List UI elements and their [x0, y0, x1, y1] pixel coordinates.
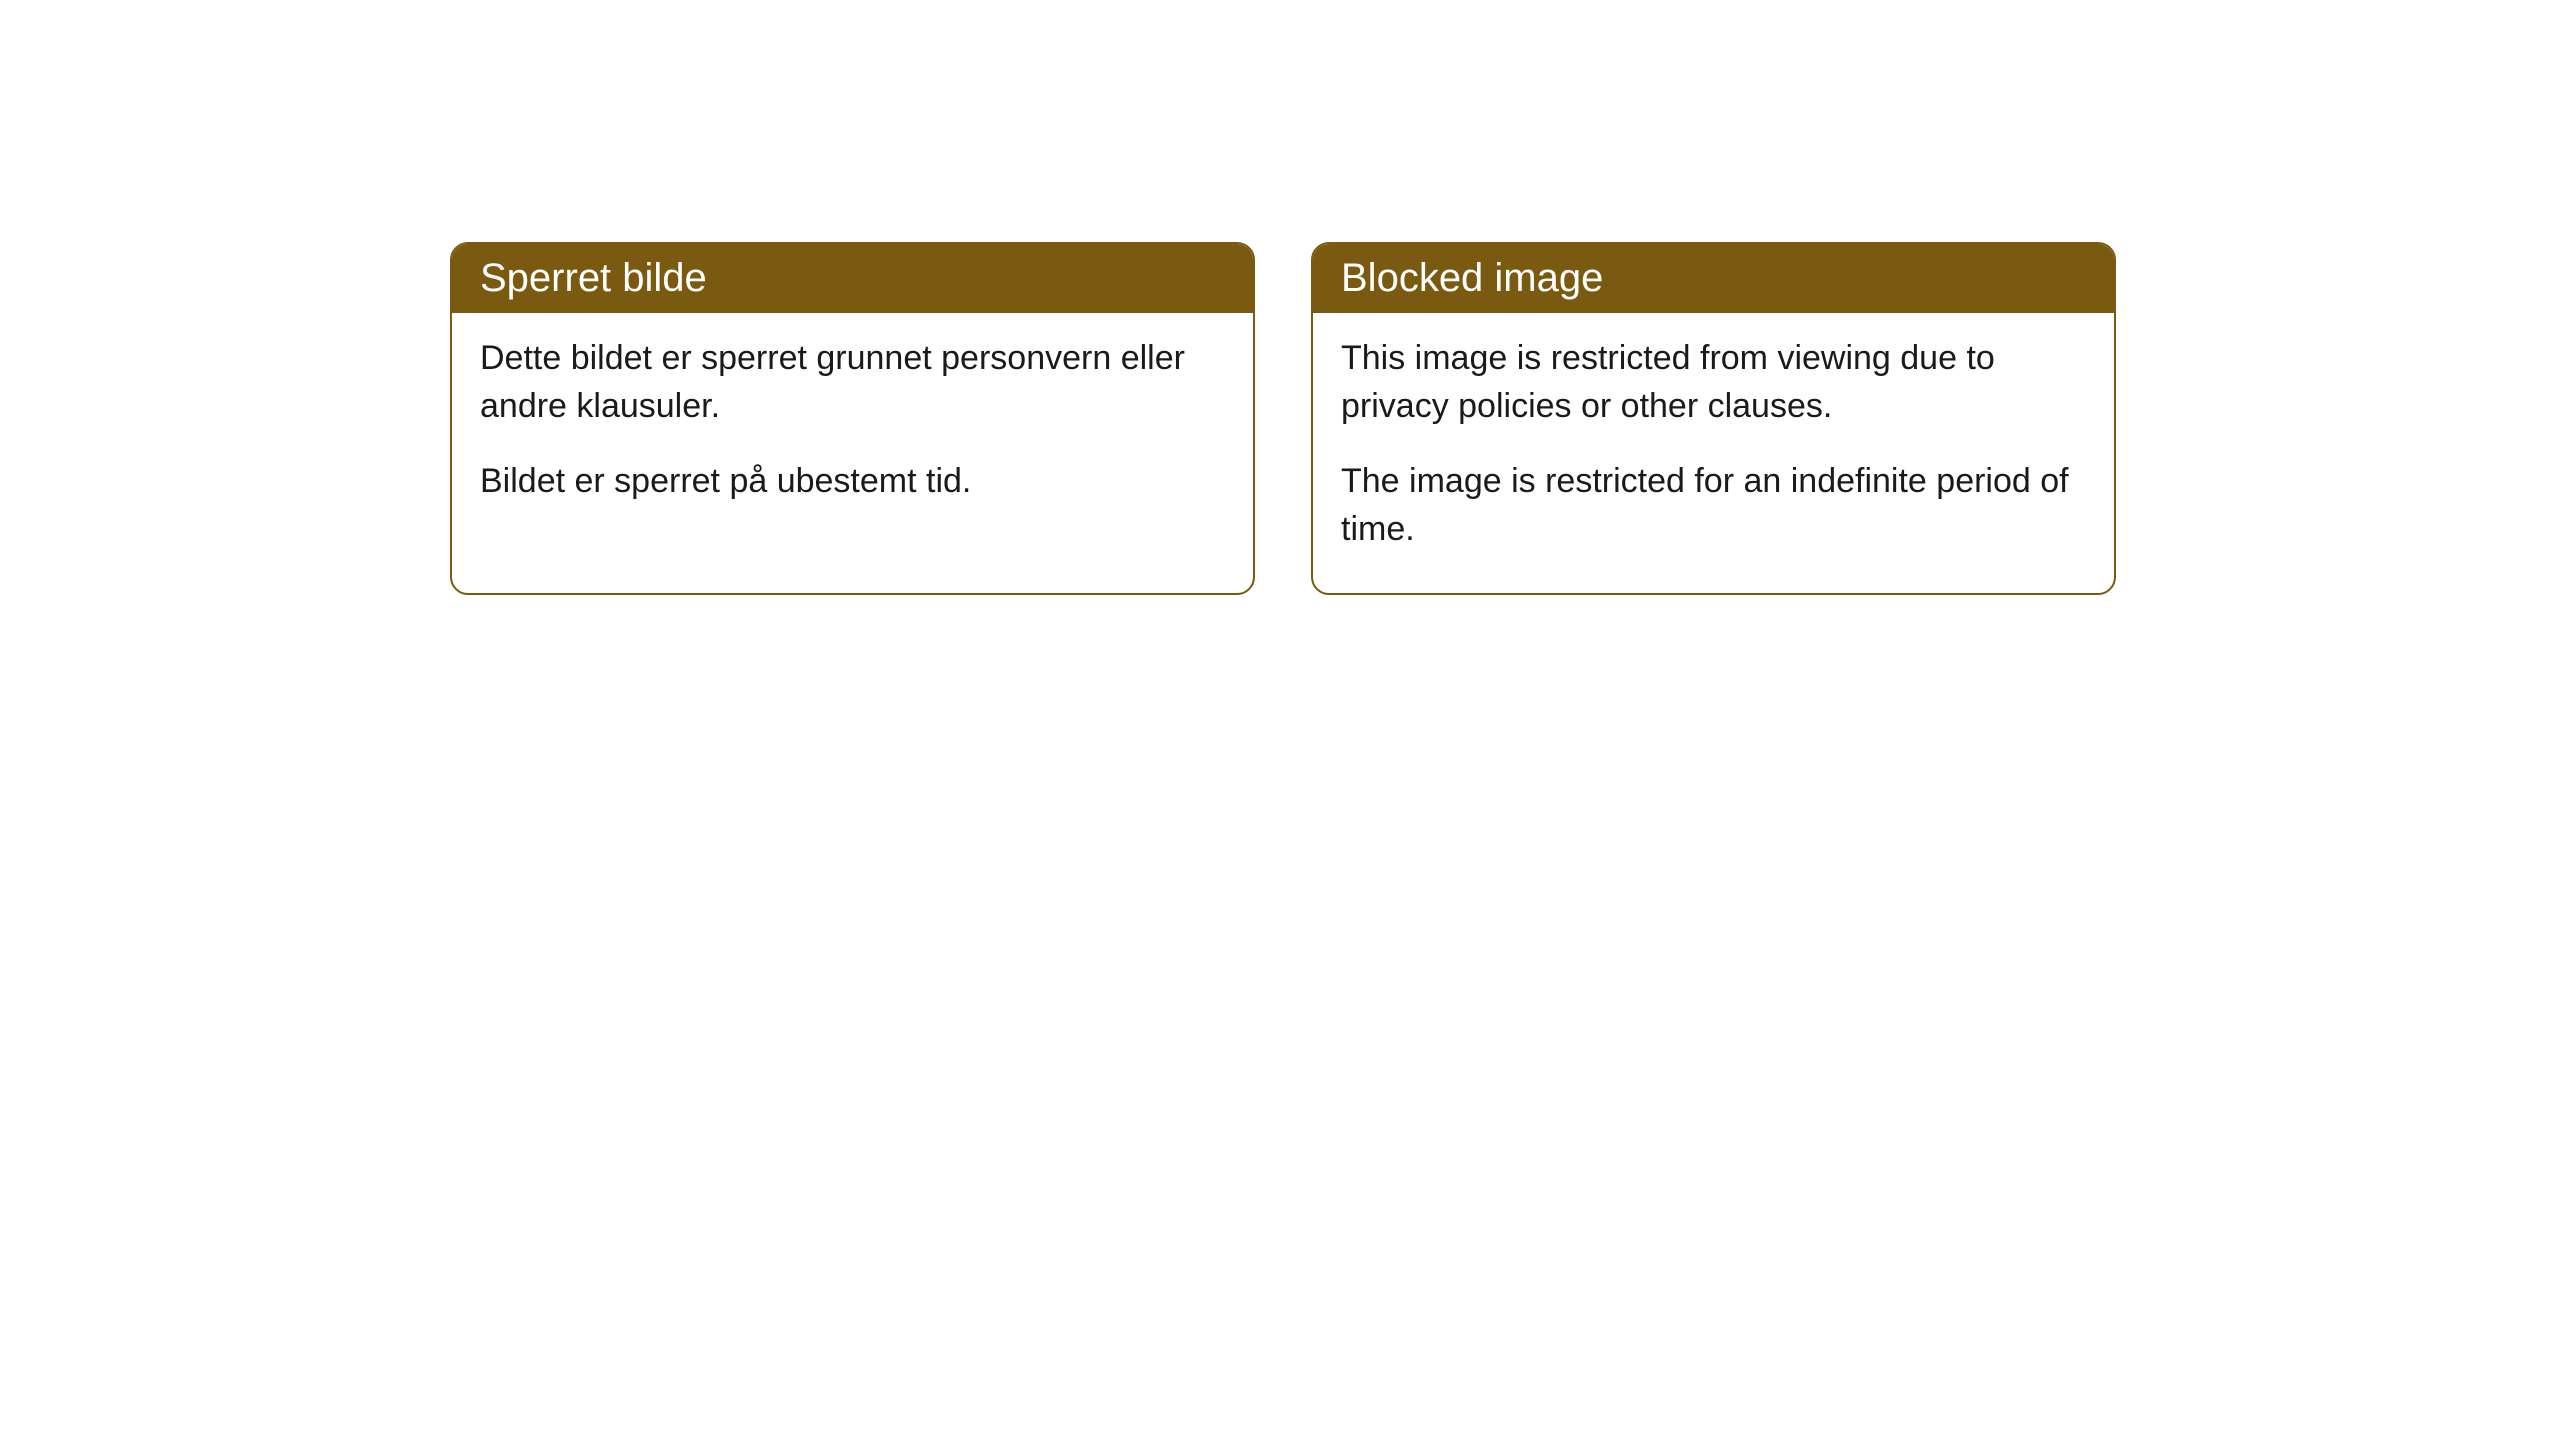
card-header: Sperret bilde — [452, 244, 1253, 313]
card-body: Dette bildet er sperret grunnet personve… — [452, 313, 1253, 546]
card-paragraph: The image is restricted for an indefinit… — [1341, 458, 2086, 553]
card-container: Sperret bilde Dette bildet er sperret gr… — [0, 0, 2560, 595]
card-paragraph: This image is restricted from viewing du… — [1341, 335, 2086, 430]
card-title: Blocked image — [1341, 256, 1603, 300]
blocked-image-card-english: Blocked image This image is restricted f… — [1311, 242, 2116, 595]
card-header: Blocked image — [1313, 244, 2114, 313]
blocked-image-card-norwegian: Sperret bilde Dette bildet er sperret gr… — [450, 242, 1255, 595]
card-paragraph: Dette bildet er sperret grunnet personve… — [480, 335, 1225, 430]
card-paragraph: Bildet er sperret på ubestemt tid. — [480, 458, 1225, 506]
card-body: This image is restricted from viewing du… — [1313, 313, 2114, 593]
card-title: Sperret bilde — [480, 256, 707, 300]
